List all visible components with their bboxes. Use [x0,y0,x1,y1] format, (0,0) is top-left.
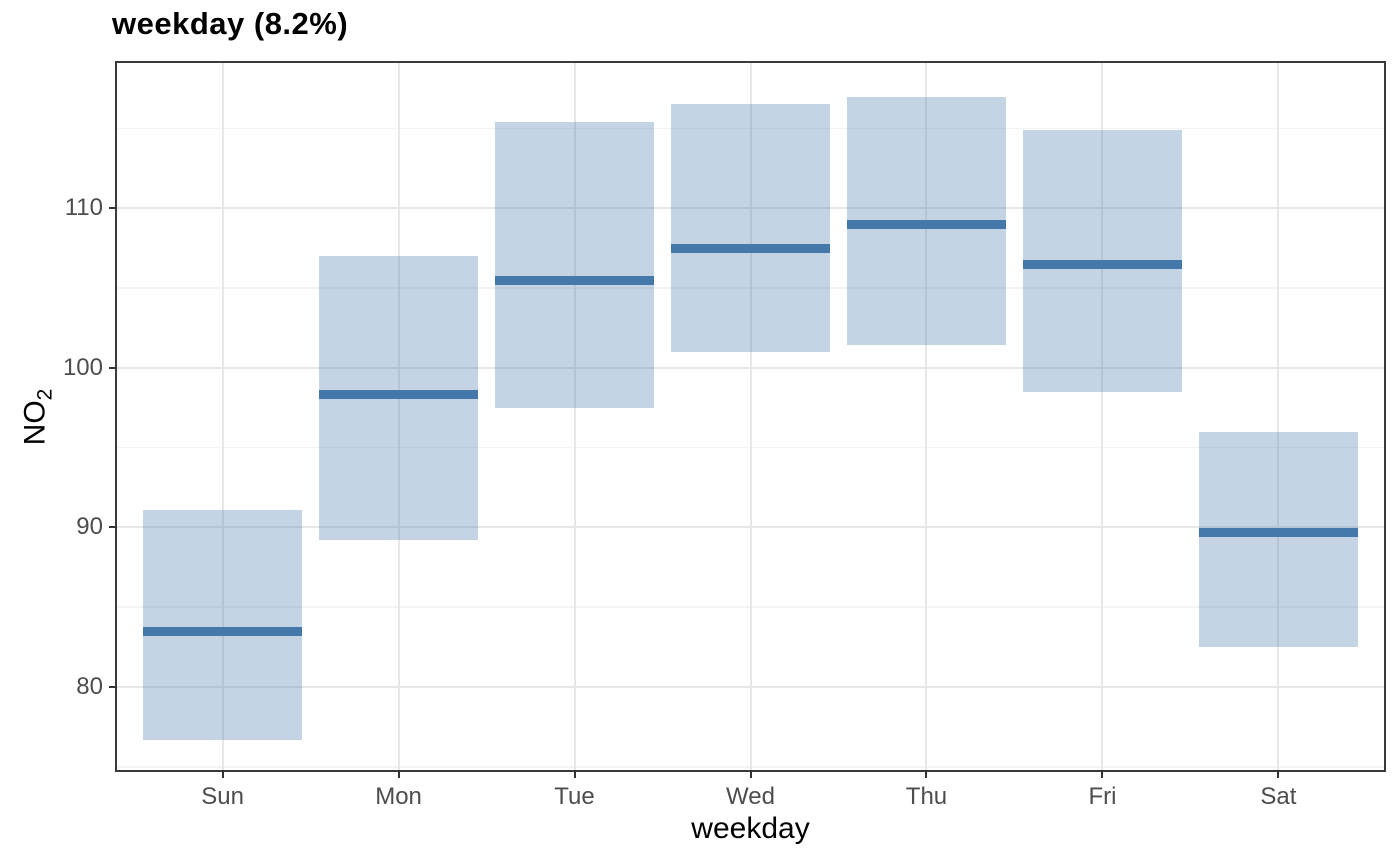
y-axis-tick-90 [109,526,117,529]
crossbar-mon [319,256,478,541]
plot-panel: NO2 weekday 80 90 100 110 Sun Mon Tue Wed Thu Fri… [19,61,1386,845]
y-tick-label-90: 90 [76,513,103,541]
x-axis-tick-sun [221,770,224,778]
gridline-vertical-mon [397,63,400,770]
y-axis-tick-80 [109,686,117,688]
mid-line-wed [671,243,830,253]
x-axis-tick-thu [925,770,928,778]
x-tick-label-sun: Sun [201,783,244,810]
x-tick-label-fri: Fri [1088,783,1117,810]
chart-title: weekday (8.2%) [112,6,349,41]
y-axis-title-base: NO [18,399,52,445]
mid-line-tue [495,275,654,285]
x-axis-tick-tue [573,770,576,778]
crossbar-wed [671,104,830,352]
y-axis-tick-110 [109,207,117,210]
crossbar-thu [847,96,1006,346]
y-axis-title: NO2 [19,388,58,445]
gridline-vertical-sun [221,63,224,770]
x-tick-label-mon: Mon [375,783,422,810]
mid-line-sat [1199,527,1358,537]
y-axis-title-subscript: 2 [33,388,57,400]
gridline-vertical-sat [1277,63,1280,770]
gridline-vertical-wed [749,63,752,770]
x-tick-label-wed: Wed [726,783,775,810]
x-tick-label-tue: Tue [554,783,595,810]
crossbar-sun [143,509,302,740]
crossbar-sat [1199,431,1358,648]
x-axis-tick-mon [397,770,400,778]
crossbar-fri [1023,130,1182,392]
x-axis-tick-sat [1277,770,1280,778]
mid-line-fri [1023,259,1182,269]
mid-line-sun [143,626,302,636]
crossbar-tue [495,122,654,408]
gridline-vertical-tue [573,63,576,770]
x-axis-title: weekday [691,812,810,845]
y-tick-label-80: 80 [76,673,103,700]
x-axis-tick-wed [749,770,752,778]
x-axis-tick-fri [1101,770,1104,778]
mid-line-thu [847,219,1006,229]
x-tick-label-thu: Thu [905,783,948,810]
y-tick-label-100: 100 [62,353,103,381]
x-tick-label-sat: Sat [1260,783,1297,810]
mid-line-mon [319,390,478,400]
y-tick-label-110: 110 [64,194,103,222]
gridline-vertical-fri [1101,63,1104,770]
gridline-vertical-thu [925,63,928,770]
y-axis-tick-100 [109,366,117,369]
